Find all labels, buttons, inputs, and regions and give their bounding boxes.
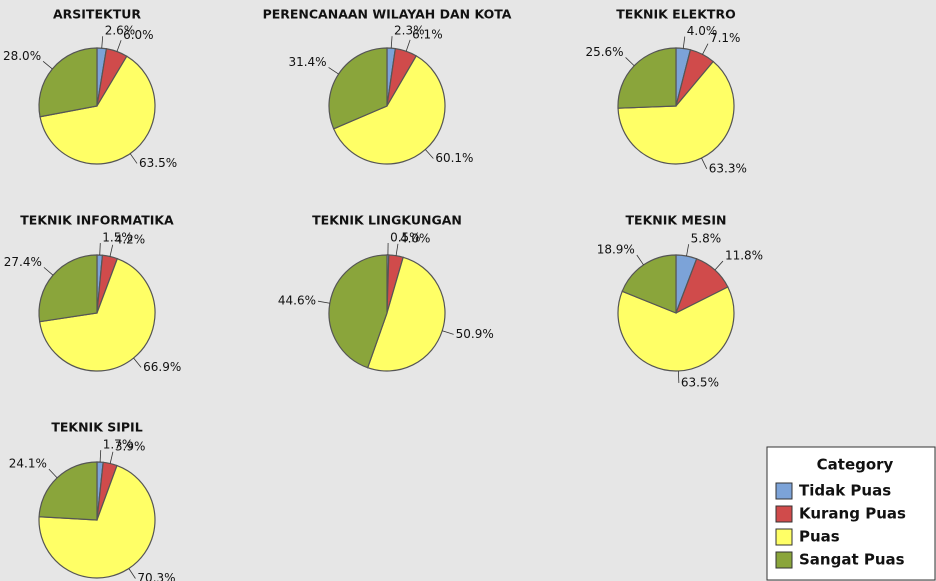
legend-swatch	[775, 551, 793, 569]
slice-label: 24.1%	[9, 457, 47, 471]
slice-label: 1.5%	[102, 231, 133, 245]
pie-slice	[38, 464, 156, 579]
pie-slice	[328, 254, 388, 369]
leader-line	[390, 36, 393, 49]
pie-slice	[38, 47, 98, 118]
chart-title: TEKNIK ELEKTRO	[616, 7, 735, 22]
leader-line	[99, 450, 102, 463]
leader-line	[43, 267, 54, 276]
slice-label: 66.9%	[143, 360, 181, 374]
leader-line	[101, 36, 104, 49]
legend-label: Puas	[799, 528, 840, 546]
chart-title: TEKNIK MESIN	[626, 213, 727, 228]
slice-label: 25.6%	[585, 45, 623, 59]
slice-label: 4.0%	[687, 24, 718, 38]
leader-line	[128, 568, 136, 579]
pie-slice	[617, 60, 735, 165]
legend-label: Tidak Puas	[799, 482, 891, 500]
legend-swatch	[775, 505, 793, 523]
pie-slice	[38, 254, 98, 323]
chart-title: ARSITEKTUR	[53, 7, 141, 22]
slice-label: 6.1%	[412, 27, 443, 41]
chart-title: TEKNIK SIPIL	[51, 420, 142, 435]
slice-label: 11.8%	[725, 249, 763, 263]
slice-label: 44.6%	[278, 294, 316, 308]
leader-line	[395, 243, 399, 256]
leader-line	[682, 36, 686, 49]
chart-title: PERENCANAAN WILAYAH DAN KOTA	[263, 7, 512, 22]
leader-line	[405, 39, 411, 52]
slice-label: 63.5%	[681, 375, 719, 389]
slice-label: 2.3%	[394, 24, 425, 38]
leader-line	[636, 254, 644, 266]
pie-slice	[621, 254, 677, 314]
slice-label: 28.0%	[3, 49, 41, 63]
leader-line	[42, 61, 53, 70]
slice-label: 4.0%	[400, 231, 431, 245]
slice-label: 6.0%	[123, 28, 153, 42]
chart-title: TEKNIK INFORMATIKA	[20, 213, 174, 228]
slice-label: 3.9%	[115, 439, 145, 453]
pie-slice	[39, 55, 156, 165]
legend-swatch	[775, 528, 793, 546]
slice-label: 63.3%	[709, 161, 747, 175]
slice-label: 63.5%	[139, 156, 177, 170]
legend-box	[766, 446, 936, 581]
leader-line	[714, 260, 724, 271]
leader-line	[317, 300, 330, 304]
pie-slice	[38, 461, 98, 521]
slice-label: 70.3%	[137, 571, 175, 581]
slice-label: 1.7%	[103, 438, 134, 452]
legend-label: Sangat Puas	[799, 551, 905, 569]
pie-slice	[332, 55, 446, 165]
leader-line	[109, 451, 114, 464]
leader-line	[625, 57, 635, 67]
leader-line	[109, 244, 114, 257]
slice-label: 18.9%	[597, 242, 635, 256]
slice-label: 50.9%	[456, 327, 494, 341]
slice-label: 7.1%	[710, 31, 741, 45]
leader-line	[116, 40, 122, 52]
leader-line	[48, 468, 58, 479]
leader-line	[328, 67, 339, 75]
leader-line	[129, 153, 138, 164]
leader-line	[702, 43, 709, 55]
leader-line	[425, 149, 434, 159]
leader-line	[686, 244, 690, 257]
pie-slice	[617, 47, 677, 109]
legend-swatch	[775, 482, 793, 500]
slice-label: 31.4%	[288, 55, 326, 69]
chart-title: TEKNIK LINGKUNGAN	[312, 213, 462, 228]
slice-label: 27.4%	[4, 255, 42, 269]
slice-label: 4.2%	[115, 232, 145, 246]
legend-title: Category	[817, 456, 894, 474]
slice-label: 0.5%	[390, 231, 421, 245]
slice-label: 5.8%	[691, 232, 722, 246]
leader-line	[442, 330, 454, 335]
leader-line	[99, 243, 101, 256]
leader-line	[133, 357, 142, 368]
slice-label: 60.1%	[435, 151, 473, 165]
pie-slice	[328, 47, 388, 130]
slice-label: 2.6%	[105, 24, 136, 38]
pie-slice	[617, 286, 735, 372]
pie-slice	[38, 257, 156, 372]
legend-label: Kurang Puas	[799, 505, 906, 523]
leader-line	[701, 157, 708, 170]
